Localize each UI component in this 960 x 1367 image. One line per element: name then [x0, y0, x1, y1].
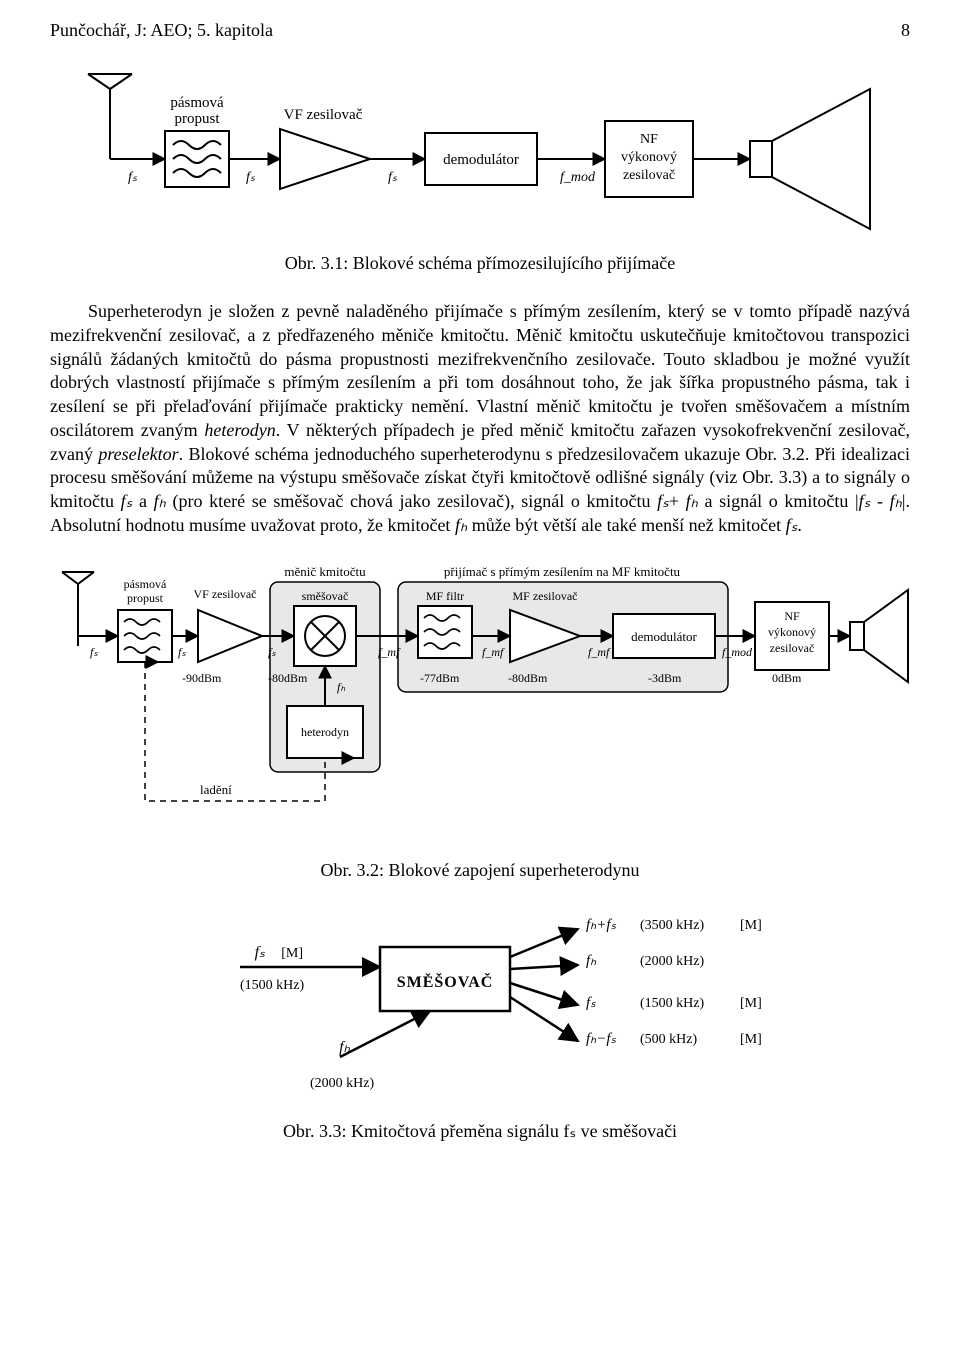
label-nf-top: NF [784, 609, 800, 623]
label-propust-bot: propust [127, 591, 164, 605]
label-heterodyn: heterodyn [301, 725, 349, 739]
wire [510, 997, 578, 1041]
label-demod: demodulátor [631, 629, 697, 644]
p-t7: fₕ [154, 491, 166, 511]
label-dbm: -77dBm [420, 671, 460, 685]
wire [340, 1011, 430, 1057]
body-paragraph: Superheterodyn je složen z pevně naladěn… [50, 300, 910, 538]
p-t12: a signál o kmitočtu | [698, 491, 859, 511]
label-nf-top: NF [640, 132, 658, 147]
p-t11: fₕ [686, 491, 698, 511]
label-M: [M] [740, 1032, 762, 1047]
amplifier-icon [198, 610, 262, 662]
label-fs: fₛ [388, 170, 398, 185]
label-fs: fₛ [90, 645, 98, 659]
p-t14: - [870, 491, 889, 511]
antenna-icon [88, 74, 132, 159]
p-t17: fₕ [455, 515, 467, 535]
label-out1: fₕ+fₛ [586, 917, 617, 933]
p-t10: + [669, 491, 686, 511]
label-menic: měnič kmitočtu [284, 564, 366, 579]
label-out2: fₕ [586, 953, 597, 969]
label-dbm: -80dBm [508, 671, 548, 685]
label-propust-top: pásmová [170, 95, 224, 111]
p-t9: fₛ [657, 491, 669, 511]
page: Punčochář, J: AEO; 5. kapitola 8 pásmová… [0, 0, 960, 1208]
label-nf-bot: zesilovač [770, 641, 815, 655]
label-vf: VF zesilovač [284, 107, 363, 123]
label-fmf: f_mf [378, 645, 401, 659]
speaker-icon [850, 590, 908, 682]
p-t5: fₛ [121, 491, 133, 511]
wire [510, 929, 578, 957]
label-out4-khz: (500 kHz) [640, 1032, 697, 1047]
label-mf-zes: MF zesilovač [513, 589, 578, 603]
label-M: [M] [740, 918, 762, 933]
p-t6: a [132, 491, 153, 511]
label-fmf: f_mf [588, 645, 611, 659]
p-t3: preselektor [98, 444, 178, 464]
speaker-icon [750, 89, 870, 229]
label-propust-top: pásmová [124, 577, 167, 591]
figure-32-caption: Obr. 3.2: Blokové zapojení superheterody… [50, 860, 910, 881]
antenna-icon [62, 572, 94, 646]
label-propust-bot: propust [175, 111, 221, 127]
label-M: [M] [281, 946, 303, 961]
p-t13: fₛ [859, 491, 871, 511]
figure-33-caption: Obr. 3.3: Kmitočtová přeměna signálu fₛ … [50, 1121, 910, 1142]
label-demod: demodulátor [443, 152, 519, 168]
p-t1: heterodyn [204, 420, 275, 440]
label-fs: fₛ [268, 645, 276, 659]
label-dbm: 0dBm [772, 671, 802, 685]
label-out4: fₕ−fₛ [586, 1031, 617, 1047]
label-fmod: f_mod [722, 645, 753, 659]
label-vf: VF zesilovač [194, 587, 257, 601]
label-nf-mid: výkonový [768, 625, 816, 639]
wire [510, 965, 578, 969]
label-ladeni: ladění [200, 782, 232, 797]
figure-31-caption: Obr. 3.1: Blokové schéma přímozesilující… [50, 253, 910, 274]
label-fs: fₛ [178, 645, 186, 659]
p-t19: fₛ [786, 515, 798, 535]
label-out1-khz: (3500 kHz) [640, 918, 704, 933]
label-M: [M] [740, 996, 762, 1011]
wire [510, 983, 578, 1005]
label-nf-bot: zesilovač [623, 168, 675, 183]
bandpass-block [118, 610, 172, 662]
label-mixer-box: SMĚŠOVAČ [397, 972, 494, 991]
amplifier-icon [280, 129, 370, 189]
figure-31-diagram: pásmová propust VF zesilovač demodulátor… [70, 59, 890, 239]
bandpass-block [165, 131, 229, 187]
label-fs-in: fₛ [255, 944, 266, 961]
label-fs: fₛ [128, 170, 138, 185]
figure-32-diagram: měnič kmitočtu přijímač s přímým zesílen… [50, 556, 910, 846]
label-fmod: f_mod [560, 170, 596, 185]
label-fmf: f_mf [482, 645, 505, 659]
label-dbm: -3dBm [648, 671, 682, 685]
label-dbm: -90dBm [182, 671, 222, 685]
mf-filter-block [418, 606, 472, 658]
label-smes: směšovač [302, 589, 349, 603]
label-out3: fₛ [586, 995, 596, 1011]
label-mf-filtr: MF filtr [426, 589, 464, 603]
label-fs: fₛ [246, 170, 256, 185]
label-fh-in: fₕ [339, 1039, 350, 1056]
p-t18: může být větší ale také menší než kmitoč… [467, 515, 785, 535]
p-t8: (pro které se směšovač chová jako zesilo… [166, 491, 657, 511]
label-fh: fₕ [337, 680, 345, 694]
p-t20: . [797, 515, 802, 535]
header-left: Punčochář, J: AEO; 5. kapitola [50, 20, 273, 41]
label-nf-mid: výkonový [621, 150, 677, 165]
page-header: Punčochář, J: AEO; 5. kapitola 8 [50, 20, 910, 41]
label-out2-khz: (2000 kHz) [640, 954, 704, 969]
figure-33-diagram: fₛ [M] (1500 kHz) fₕ (2000 kHz) SMĚŠOVAČ… [170, 907, 790, 1107]
label-prij-mf: přijímač s přímým zesílením na MF kmitoč… [444, 564, 681, 579]
label-fh-khz: (2000 kHz) [310, 1076, 374, 1091]
label-dbm: -80dBm [268, 671, 308, 685]
label-fs-khz: (1500 kHz) [240, 978, 304, 993]
p-t15: fₕ [890, 491, 902, 511]
header-right: 8 [901, 20, 910, 41]
label-out3-khz: (1500 kHz) [640, 996, 704, 1011]
